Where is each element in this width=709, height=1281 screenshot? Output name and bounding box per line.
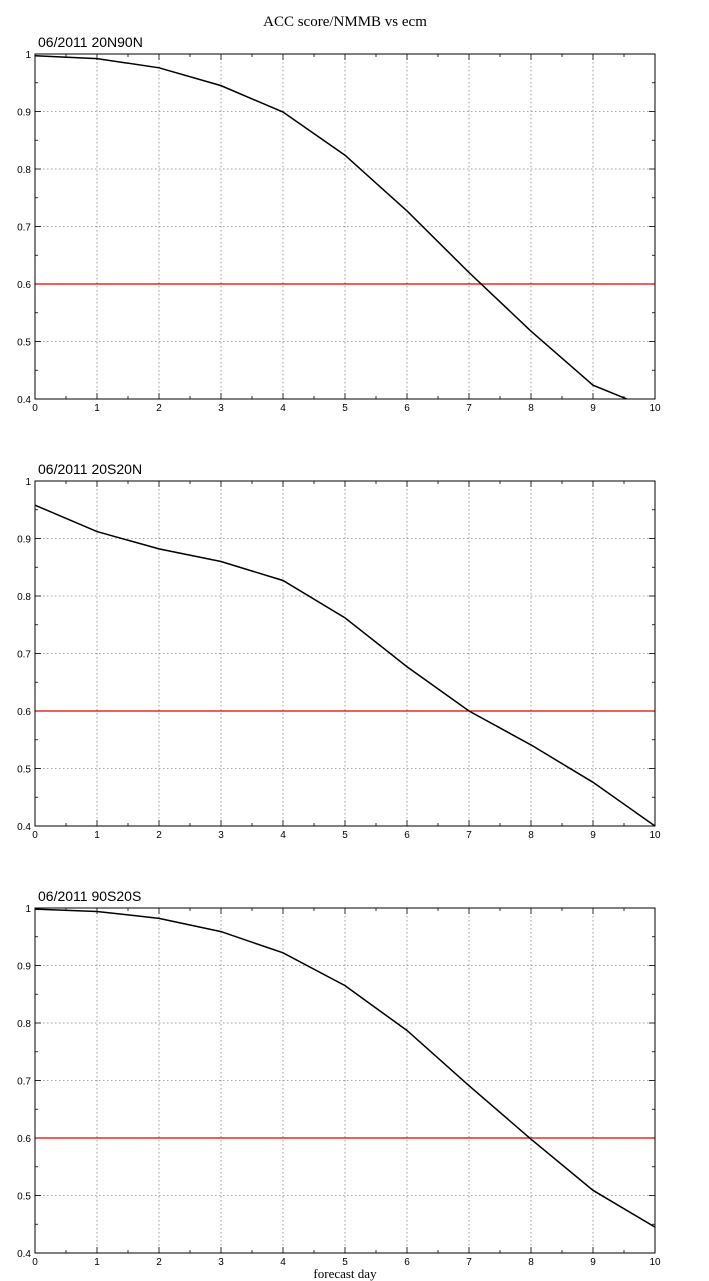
x-tick-label: 1	[94, 1257, 100, 1268]
x-tick-label: 8	[528, 1257, 534, 1268]
x-tick-label: 8	[528, 403, 534, 414]
x-tick-label: 0	[32, 403, 38, 414]
y-tick-label: 0.7	[17, 1077, 31, 1088]
y-tick-label: 0.4	[17, 822, 31, 833]
y-tick-label: 0.5	[17, 765, 31, 776]
plot-frame	[34, 53, 656, 400]
y-tick-label: 0.7	[17, 223, 31, 234]
x-tick-label: 7	[466, 1257, 472, 1268]
x-tick-label: 8	[528, 830, 534, 841]
x-tick-label: 0	[32, 830, 38, 841]
plot-frame	[34, 907, 656, 1254]
y-tick-label: 1	[25, 904, 31, 915]
x-tick-label: 6	[404, 1257, 410, 1268]
y-tick-label: 0.8	[17, 592, 31, 603]
x-tick-label: 10	[649, 1257, 661, 1268]
series-line	[35, 908, 655, 1228]
x-tick-label: 6	[404, 403, 410, 414]
x-tick-label: 4	[280, 1257, 286, 1268]
y-tick-label: 0.4	[17, 1249, 31, 1260]
y-tick-label: 1	[25, 477, 31, 488]
x-tick-label: 2	[156, 1257, 162, 1268]
x-tick-label: 5	[342, 830, 348, 841]
figure-title: ACC score/NMMB vs ecm	[263, 14, 427, 30]
x-tick-label: 10	[649, 403, 661, 414]
y-tick-label: 0.8	[17, 165, 31, 176]
x-tick-label: 5	[342, 403, 348, 414]
x-tick-label: 9	[590, 830, 596, 841]
x-tick-label: 4	[280, 403, 286, 414]
chart-panel-1: 06/2011 20N90N 0 1 2 3 4 5 6 7 8 9 10 0.4 0.5 0.6 0.7 0.…	[17, 34, 661, 414]
y-tick-label: 0.6	[17, 280, 31, 291]
x-tick-label: 0	[32, 1257, 38, 1268]
x-tick-label: 3	[218, 403, 224, 414]
y-tick-label: 0.9	[17, 108, 31, 119]
plot-frame	[34, 480, 656, 827]
y-tick-label: 0.6	[17, 707, 31, 718]
x-tick-label: 5	[342, 1257, 348, 1268]
x-tick-label: 2	[156, 830, 162, 841]
y-tick-label: 1	[25, 50, 31, 61]
x-tick-label: 1	[94, 403, 100, 414]
chart-panel-2: 06/2011 20S20N 0 1 2 3 4 5 6 7 8 9 10 0.4 0.5 0.6 0.7 0.…	[17, 461, 661, 841]
y-tick-label: 0.6	[17, 1134, 31, 1145]
panel-title: 06/2011 20N90N	[38, 34, 143, 50]
x-tick-label: 2	[156, 403, 162, 414]
x-tick-label: 3	[218, 830, 224, 841]
x-tick-label: 7	[466, 403, 472, 414]
y-tick-label: 0.5	[17, 1192, 31, 1203]
y-tick-label: 0.4	[17, 395, 31, 406]
panel-title: 06/2011 90S20S	[38, 888, 141, 904]
y-tick-label: 0.7	[17, 650, 31, 661]
y-tick-label: 0.5	[17, 338, 31, 349]
series-line	[35, 504, 655, 826]
x-tick-label: 4	[280, 830, 286, 841]
x-tick-label: 1	[94, 830, 100, 841]
x-tick-label: 7	[466, 830, 472, 841]
x-tick-label: 6	[404, 830, 410, 841]
x-axis-label: forecast day	[313, 1266, 377, 1281]
series-line	[35, 54, 629, 399]
x-tick-label: 9	[590, 1257, 596, 1268]
x-tick-label: 10	[649, 830, 661, 841]
x-tick-label: 9	[590, 403, 596, 414]
chart-panel-3: 06/2011 90S20S 0 1 2 3 4 5 6 7 8 9 10 0.4 0.5 0.6 0.7 0.…	[17, 888, 661, 1268]
panel-title: 06/2011 20S20N	[38, 461, 142, 477]
y-tick-label: 0.9	[17, 962, 31, 973]
x-tick-label: 3	[218, 1257, 224, 1268]
y-tick-label: 0.8	[17, 1019, 31, 1030]
y-tick-label: 0.9	[17, 535, 31, 546]
